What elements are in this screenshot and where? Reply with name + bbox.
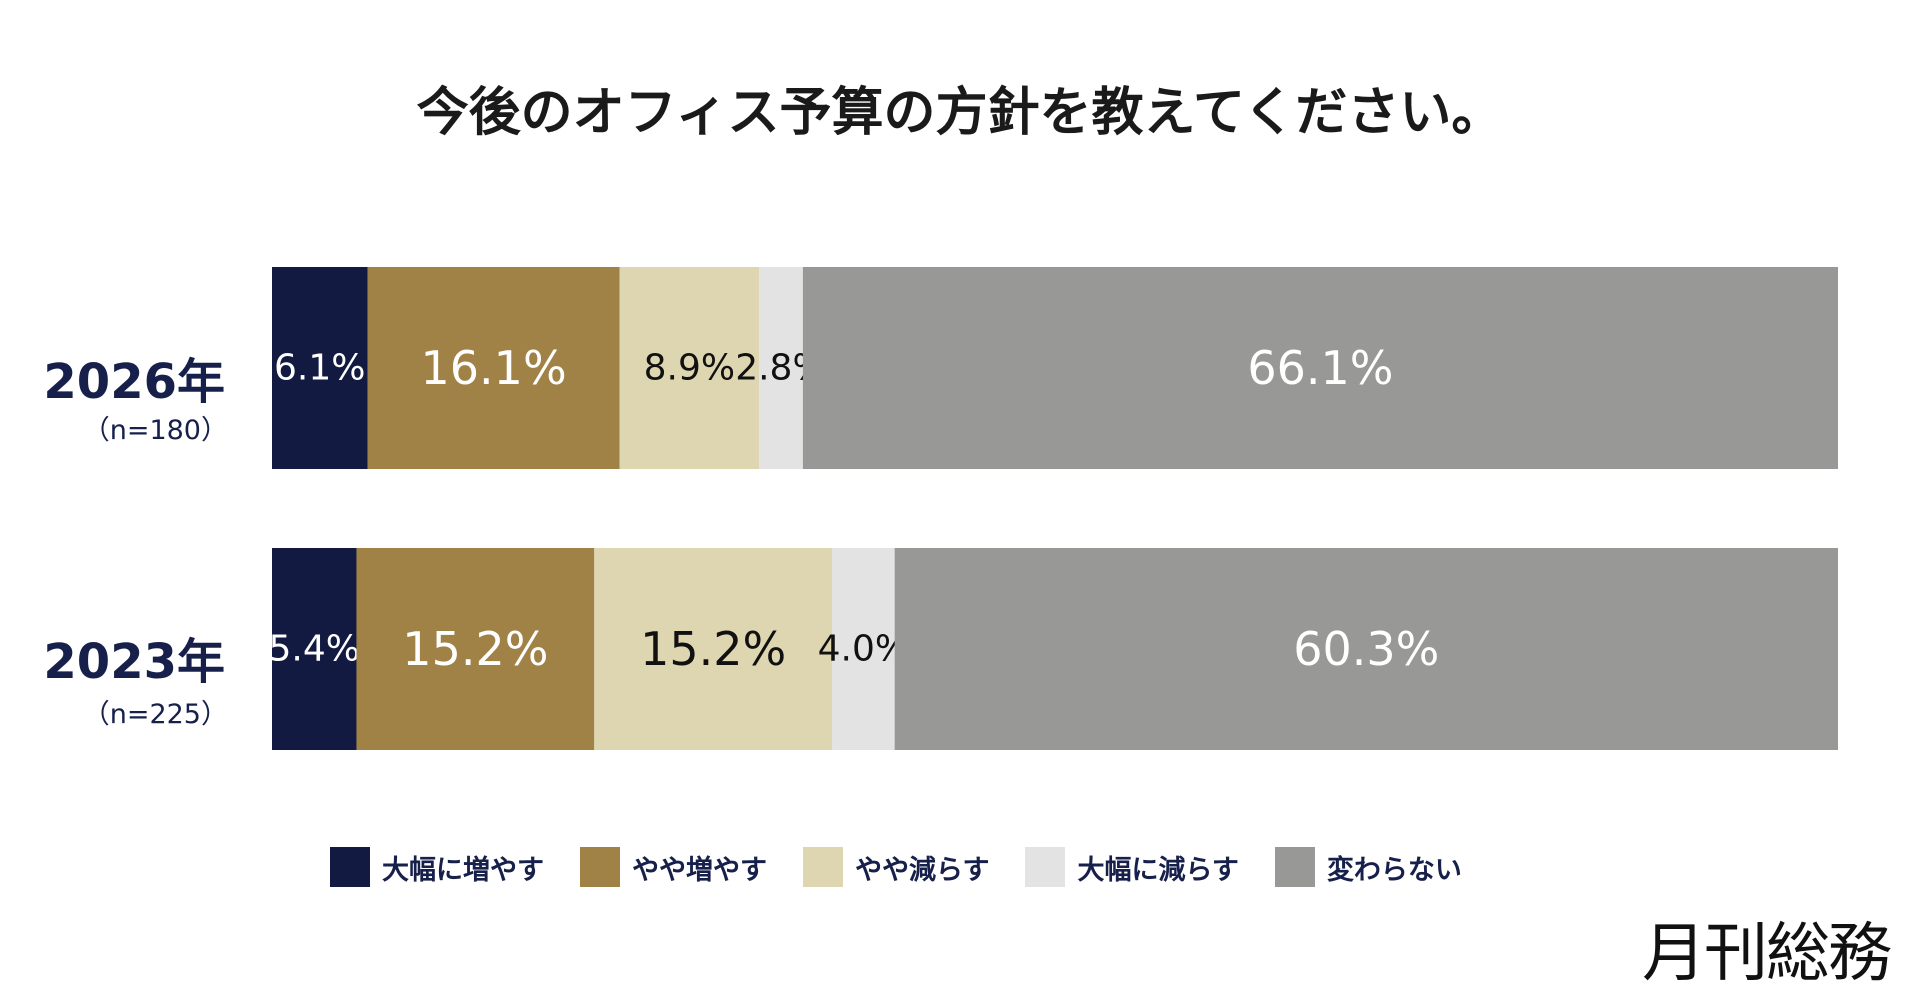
chart-title: 今後のオフィス予算の方針を教えてください。 bbox=[416, 83, 1504, 143]
legend-item-4: 変わらない bbox=[1274, 847, 1462, 887]
data-label-1-2: 15.2% bbox=[640, 622, 786, 676]
bar-segment-1-0 bbox=[272, 548, 357, 750]
bar-segment-0-2 bbox=[619, 267, 760, 469]
bar-segment-0-0 bbox=[272, 267, 368, 469]
bar-segment-1-4 bbox=[894, 548, 1838, 750]
legend-swatch-2 bbox=[803, 847, 843, 887]
legend-label-3: 大幅に減らす bbox=[1077, 854, 1239, 886]
legend: 大幅に増やす やや増やす やや減らす 大幅に減らす 変わらない bbox=[330, 847, 1498, 887]
bar-segment-0-4 bbox=[802, 267, 1838, 469]
data-label-1-4: 60.3% bbox=[1293, 622, 1439, 676]
legend-item-0: 大幅に増やす bbox=[330, 847, 544, 887]
legend-label-0: 大幅に増やす bbox=[382, 854, 544, 886]
data-label-0-1: 16.1% bbox=[421, 341, 567, 395]
brand-logo: 月刊総務 bbox=[1642, 917, 1892, 991]
bar-segment-1-1 bbox=[356, 548, 595, 750]
legend-item-1: やや増やす bbox=[580, 847, 767, 887]
bar-segment-1-3 bbox=[832, 548, 895, 750]
legend-label-1: やや増やす bbox=[632, 854, 767, 886]
legend-swatch-1 bbox=[580, 847, 620, 887]
data-label-1-0: 5.4% bbox=[269, 629, 360, 670]
bar-segment-1-2 bbox=[594, 548, 833, 750]
legend-label-4: 変わらない bbox=[1326, 854, 1462, 886]
legend-item-3: 大幅に減らす bbox=[1025, 847, 1239, 887]
category-label-2026: 2026年 bbox=[43, 354, 225, 410]
bar-segment-0-3 bbox=[759, 267, 803, 469]
data-label-0-4: 66.1% bbox=[1247, 341, 1393, 395]
data-label-0-0: 6.1% bbox=[274, 348, 365, 389]
data-label-1-1: 15.2% bbox=[402, 622, 548, 676]
legend-swatch-0 bbox=[330, 847, 370, 887]
legend-item-2: やや減らす bbox=[803, 847, 989, 887]
category-sample-2023: （n=225） bbox=[82, 699, 228, 730]
legend-swatch-4 bbox=[1274, 847, 1315, 887]
data-label-0-2: 8.9% bbox=[644, 348, 735, 389]
legend-label-2: やや減らす bbox=[855, 854, 990, 886]
category-label-2023: 2023年 bbox=[43, 634, 225, 690]
data-label-1-3: 4.0% bbox=[818, 629, 909, 670]
category-sample-2026: （n=180） bbox=[82, 415, 228, 446]
legend-swatch-3 bbox=[1025, 847, 1066, 887]
bar-segment-0-1 bbox=[367, 267, 620, 469]
